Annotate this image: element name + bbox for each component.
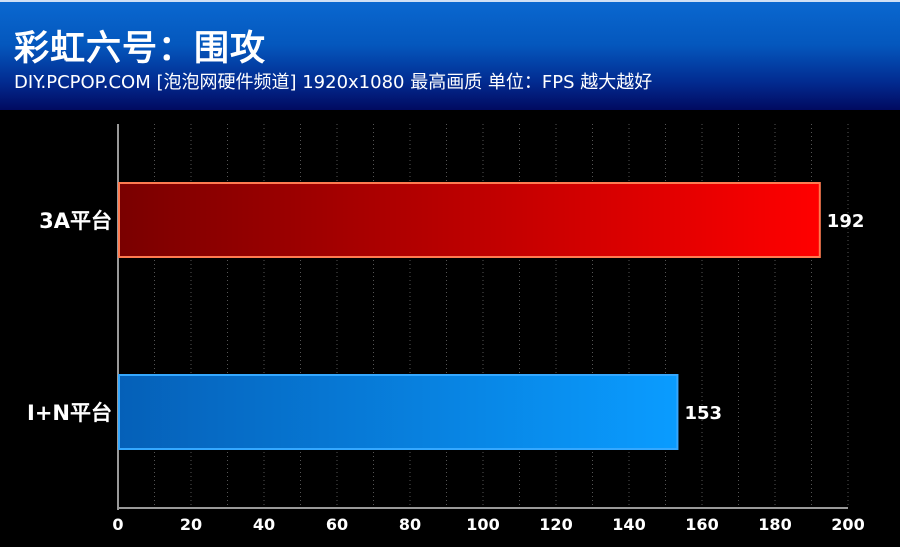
x-tick-label: 140 [612, 515, 645, 534]
x-tick-label: 120 [539, 515, 572, 534]
chart-subtitle: DIY.PCPOP.COM [泡泡网硬件频道] 1920x1080 最高画质 单… [14, 72, 653, 93]
chart-title: 彩虹六号：围攻 [14, 29, 267, 69]
x-tick-label: 80 [399, 515, 421, 534]
bar-0 [118, 182, 821, 258]
data-label: 153 [684, 403, 722, 424]
x-tick-label: 100 [466, 515, 499, 534]
x-tick-label: 180 [758, 515, 791, 534]
x-tick-label: 20 [180, 515, 202, 534]
x-tick-label: 200 [831, 515, 864, 534]
x-tick-label: 0 [112, 515, 123, 534]
category-label: 3A平台 [39, 209, 112, 233]
chart-header: 彩虹六号：围攻 DIY.PCPOP.COM [泡泡网硬件频道] 1920x108… [0, 0, 900, 110]
data-label: 192 [827, 211, 865, 232]
x-tick-label: 60 [326, 515, 348, 534]
category-label: I+N平台 [27, 401, 112, 425]
x-tick-label: 160 [685, 515, 718, 534]
bar-1 [118, 374, 679, 450]
x-tick-label: 40 [253, 515, 275, 534]
